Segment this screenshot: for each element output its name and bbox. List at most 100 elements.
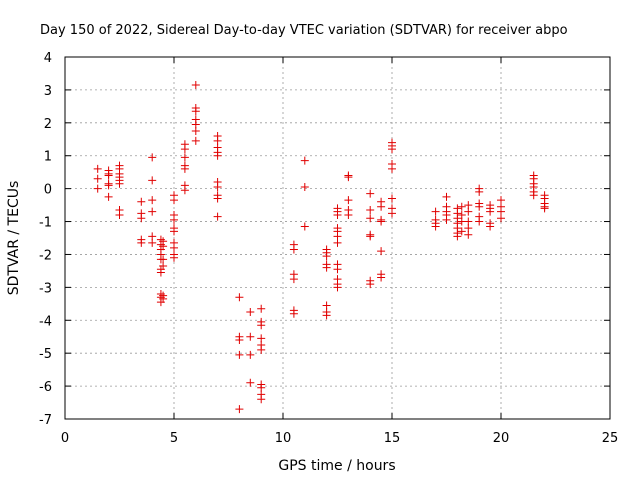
y-tick-label: 4	[44, 51, 52, 66]
data-point	[464, 207, 473, 216]
data-point	[191, 80, 200, 89]
data-point	[170, 196, 178, 205]
data-point	[300, 156, 309, 165]
data-point	[366, 280, 375, 289]
data-point	[148, 207, 157, 216]
data-point	[104, 181, 113, 190]
data-point	[235, 293, 244, 302]
data-point	[213, 212, 222, 221]
data-point	[115, 179, 124, 188]
x-tick-labels: 0 5 10 15 20 25	[61, 431, 618, 446]
data-point	[457, 202, 466, 211]
y-tick-label: 0	[44, 183, 52, 198]
data-point	[180, 145, 189, 154]
data-point	[431, 222, 440, 231]
data-point	[540, 204, 549, 213]
data-point	[333, 210, 342, 219]
data-point	[257, 304, 266, 313]
x-axis-label: GPS time / hours	[278, 458, 395, 474]
data-point	[300, 182, 309, 191]
data-point	[388, 145, 396, 154]
y-tick-label: 1	[44, 150, 52, 165]
data-point	[148, 238, 157, 247]
data-point	[464, 230, 473, 239]
x-tick-label: 5	[170, 431, 178, 446]
chart-title: Day 150 of 2022, Sidereal Day-to-day VTE…	[40, 23, 568, 38]
data-point	[388, 194, 396, 203]
data-point	[104, 171, 113, 180]
data-point	[442, 215, 451, 224]
y-tick-label: -2	[39, 248, 52, 263]
data-point	[170, 227, 178, 236]
data-point	[377, 217, 386, 226]
data-point	[475, 217, 484, 226]
data-point	[93, 164, 102, 173]
y-tick-label: -5	[39, 347, 52, 362]
data-point	[486, 207, 495, 216]
data-point	[159, 242, 168, 251]
data-point	[366, 189, 375, 198]
data-point	[497, 214, 505, 223]
data-point	[333, 265, 342, 274]
data-point	[213, 151, 222, 160]
data-point	[246, 350, 255, 359]
data-point	[366, 206, 375, 215]
y-tick-label: -1	[39, 216, 52, 231]
data-point	[377, 202, 386, 211]
data-point	[289, 275, 298, 284]
data-point	[257, 395, 266, 404]
y-tick-label: -3	[39, 281, 52, 296]
data-point	[93, 184, 102, 193]
y-tick-label: -7	[39, 413, 52, 428]
data-point	[289, 309, 298, 318]
data-point	[137, 197, 146, 206]
data-point	[366, 214, 375, 223]
data-point	[191, 107, 200, 116]
data-point	[170, 215, 178, 224]
data-point	[475, 187, 484, 196]
data-point	[377, 273, 386, 282]
data-point	[289, 245, 298, 254]
grid-lines	[65, 57, 610, 419]
y-tick-label: -6	[39, 380, 52, 395]
data-point	[366, 232, 375, 241]
data-point	[159, 261, 168, 270]
data-point	[377, 247, 386, 256]
data-point	[115, 210, 124, 219]
data-point	[235, 350, 244, 359]
data-point	[322, 311, 331, 320]
data-point	[457, 227, 466, 236]
data-point	[235, 405, 244, 414]
y-tick-label: 2	[44, 117, 52, 132]
data-point	[180, 153, 189, 162]
data-point	[191, 127, 200, 136]
x-tick-label: 15	[384, 431, 401, 446]
data-point	[333, 238, 342, 247]
data-point	[137, 238, 146, 247]
data-point	[191, 136, 200, 145]
data-point	[213, 182, 222, 191]
data-point	[431, 207, 440, 216]
data-point	[104, 192, 113, 201]
data-point	[170, 253, 178, 262]
data-point	[344, 210, 353, 219]
data-point	[344, 196, 353, 205]
y-tick-label: 3	[44, 84, 52, 99]
x-tick-label: 10	[275, 431, 292, 446]
data-point	[93, 174, 102, 183]
data-point	[475, 202, 484, 211]
data-point	[442, 192, 451, 201]
data-point	[486, 222, 495, 231]
data-point	[148, 176, 157, 185]
data-point	[148, 196, 157, 205]
data-point	[137, 214, 146, 223]
data-point	[246, 378, 255, 387]
data-point	[257, 345, 266, 354]
y-tick-labels: -7 -6 -5 -4 -3 -2 -1 0 1 2 3 4	[39, 51, 52, 428]
data-point	[235, 336, 244, 345]
x-tick-label: 25	[602, 431, 619, 446]
data-points	[93, 80, 549, 414]
data-point	[180, 186, 189, 195]
data-point	[529, 191, 538, 200]
